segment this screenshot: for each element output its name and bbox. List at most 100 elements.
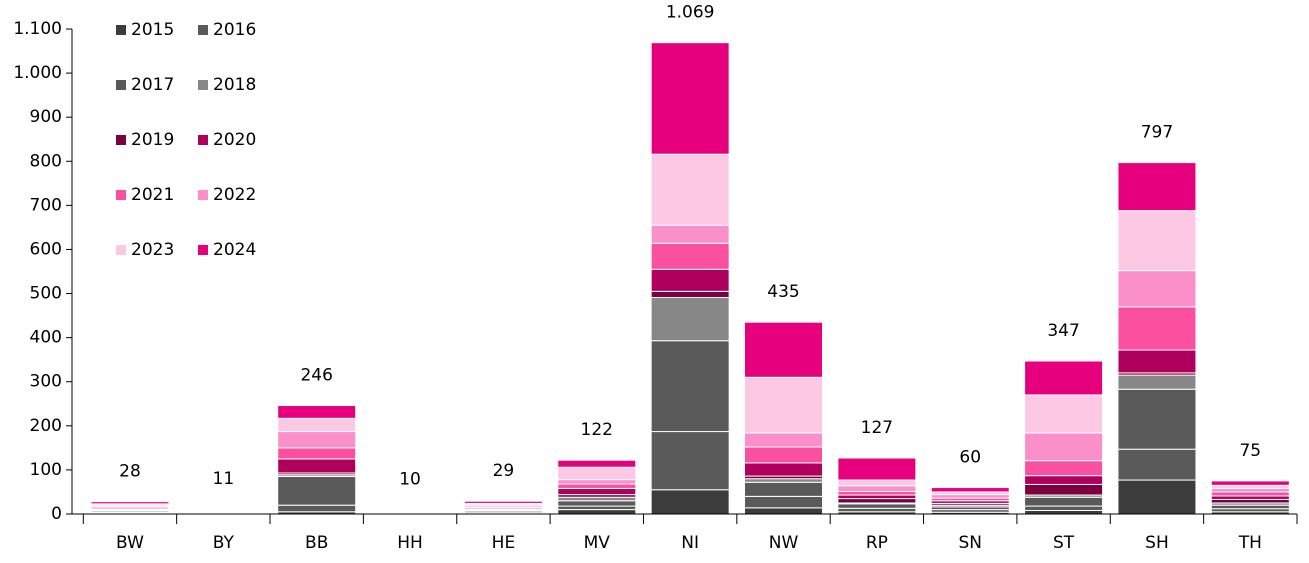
legend-label: 2020 — [213, 130, 256, 150]
bar-segment — [1024, 483, 1104, 496]
bar-segment — [744, 478, 824, 483]
bar-segment — [1117, 210, 1197, 272]
bar-segment — [1210, 480, 1290, 486]
bar-segment — [837, 457, 917, 481]
x-tick-label: SN — [958, 533, 982, 553]
legend-label: 2021 — [131, 185, 174, 205]
x-tick-label: RP — [866, 533, 888, 553]
bar-segment — [1024, 505, 1104, 511]
bar-segment — [1117, 374, 1197, 390]
legend-swatch — [198, 80, 208, 90]
legend-swatch — [116, 25, 126, 35]
total-label: 122 — [581, 420, 613, 440]
bar-segment — [557, 496, 637, 502]
total-label: 1.069 — [666, 3, 715, 23]
bar-segment — [1117, 162, 1197, 212]
total-label: 11 — [213, 469, 235, 489]
bar-segment — [277, 447, 357, 460]
legend-swatch — [116, 135, 126, 145]
x-tick-label: BW — [116, 533, 144, 553]
bar-segment — [557, 466, 637, 481]
bar-segment — [650, 42, 730, 155]
bar-segment — [557, 505, 637, 511]
bar-segment — [650, 340, 730, 433]
legend-swatch — [198, 135, 208, 145]
legend-label: 2024 — [213, 240, 256, 260]
legend-swatch — [198, 25, 208, 35]
bar-segment — [1024, 360, 1104, 396]
bar-segment — [930, 487, 1010, 493]
bar-segment — [650, 153, 730, 226]
x-tick-label: BB — [305, 533, 328, 553]
bar-segment — [650, 489, 730, 515]
total-label: 127 — [861, 418, 893, 438]
bar-segment — [1117, 270, 1197, 308]
y-tick-label: 900 — [30, 107, 62, 127]
bar-segment — [277, 476, 357, 506]
bar-segment — [557, 483, 637, 489]
bar-segment — [1024, 509, 1104, 515]
legend-label: 2015 — [131, 20, 174, 40]
legend-label: 2018 — [213, 75, 256, 95]
total-label: 797 — [1141, 123, 1173, 143]
bar-segment — [650, 242, 730, 270]
x-tick-label: HE — [492, 533, 516, 553]
x-tick-label: TH — [1238, 533, 1262, 553]
bar-segment — [744, 481, 824, 497]
legend-label: 2017 — [131, 75, 174, 95]
total-label: 435 — [767, 282, 799, 302]
legend-swatch — [116, 190, 126, 200]
x-tick-label: NI — [681, 533, 699, 553]
bar-segment — [277, 405, 357, 419]
bar-segment — [277, 458, 357, 474]
legend-swatch — [198, 245, 208, 255]
bar-segment — [183, 508, 263, 511]
bar-segment — [1210, 498, 1290, 504]
legend-label: 2022 — [213, 185, 256, 205]
bar-segment — [1117, 479, 1197, 515]
bar-segment — [837, 498, 917, 504]
bar-segment — [277, 417, 357, 433]
y-tick-label: 200 — [30, 416, 62, 436]
bar-segment — [744, 376, 824, 434]
bar-segment — [650, 297, 730, 342]
bar-segment — [463, 500, 543, 504]
bar-segment — [1024, 496, 1104, 507]
bar-segment — [1210, 495, 1290, 500]
x-tick-label: ST — [1053, 533, 1075, 553]
x-tick-label: BY — [213, 533, 235, 553]
total-label: 28 — [119, 462, 141, 482]
bar-segment — [1210, 487, 1290, 493]
bar-segment — [837, 491, 917, 496]
bar-segment — [1117, 448, 1197, 481]
bar-segment — [837, 507, 917, 513]
bar-segment — [650, 224, 730, 244]
y-tick-label: 100 — [30, 460, 62, 480]
bar-segment — [1117, 388, 1197, 450]
bar-segment — [1210, 491, 1290, 497]
bar-segment — [90, 501, 170, 505]
legend-swatch — [116, 245, 126, 255]
x-tick-label: MV — [584, 533, 611, 553]
bar-segment — [744, 462, 824, 477]
total-label: 246 — [300, 366, 332, 386]
x-tick-label: SH — [1145, 533, 1169, 553]
total-label: 29 — [493, 461, 515, 481]
y-tick-label: 600 — [30, 239, 62, 259]
y-tick-label: 800 — [30, 151, 62, 171]
y-tick-label: 500 — [30, 284, 62, 304]
legend-swatch — [198, 190, 208, 200]
bar-segment — [1024, 394, 1104, 434]
x-tick-label: NW — [769, 533, 799, 553]
bar-segment — [1117, 349, 1197, 374]
bar-segment — [837, 479, 917, 487]
bar-segment — [557, 509, 637, 515]
bar-segment — [1024, 432, 1104, 462]
legend-swatch — [116, 80, 126, 90]
bar-segment — [557, 479, 637, 485]
bar-segment — [1024, 460, 1104, 477]
y-tick-label: 300 — [30, 372, 62, 392]
y-tick-label: 1.100 — [13, 19, 62, 39]
y-tick-label: 0 — [51, 504, 62, 524]
legend-label: 2016 — [213, 20, 256, 40]
